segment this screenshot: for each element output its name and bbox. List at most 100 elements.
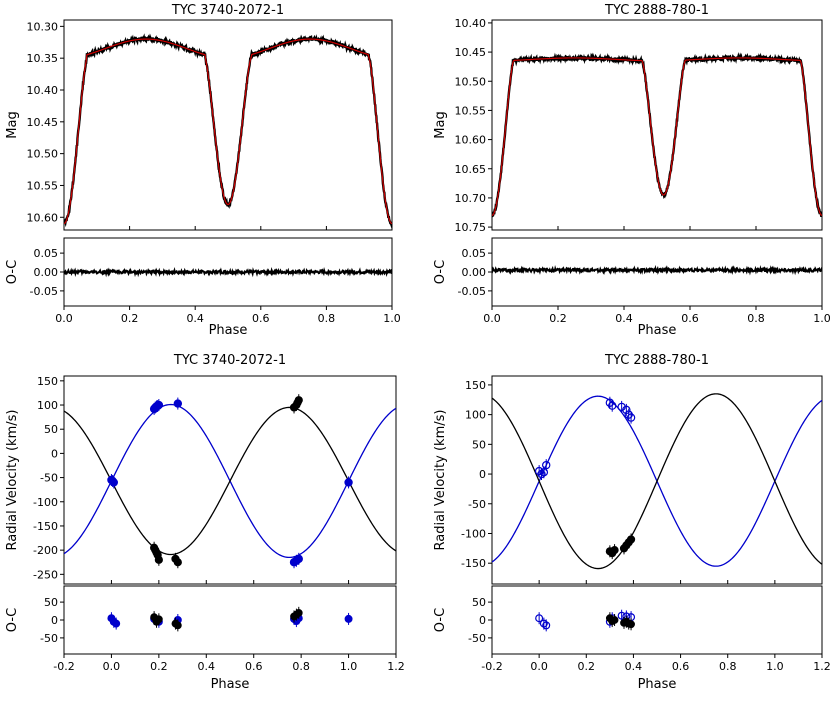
x-tick-label: 0.6 [672, 660, 690, 673]
primary-residual-point [539, 619, 548, 628]
x-tick-label: 0.4 [198, 660, 216, 673]
residual-y-tick-label: 0.00 [34, 266, 59, 279]
x-axis-label: Phase [638, 677, 677, 692]
main-plot-area [492, 51, 822, 218]
primary-rv-point [622, 405, 631, 415]
x-tick-label: 1.0 [340, 660, 358, 673]
y-tick-label: 10.50 [455, 75, 487, 88]
secondary-rv-point [610, 546, 619, 555]
chart-panel-2: TYC 2888-780-1 0.0 0.2 0.4 0.6 0.8 1.0 Phase 10.… [433, 3, 831, 338]
y-tick-label: 100 [37, 399, 58, 412]
primary-rv-point [173, 399, 183, 408]
y-axis-label: Radial Velocity (km/s) [433, 410, 448, 551]
main-plot-area [492, 393, 822, 570]
residual-y-tick-label: 0.05 [462, 247, 487, 260]
x-tick-label: 0.8 [318, 312, 336, 325]
residual-plot-area [64, 266, 392, 278]
observed-light-curve [64, 33, 392, 230]
y-tick-label: 10.45 [455, 46, 487, 59]
chart-panel-3: TYC 3740-2072-1 -0.2 0.0 0.2 0.4 0.6 0.8 1.0 1.2… [5, 353, 405, 692]
residual-y-tick-label: -0.05 [458, 285, 486, 298]
primary-rv-point [109, 478, 119, 487]
main-plot-frame [63, 19, 393, 231]
y-tick-label: 10.65 [455, 163, 487, 176]
y-tick-label: 10.70 [455, 192, 487, 205]
model-light-curve [64, 38, 392, 225]
x-tick-label: 1.0 [813, 312, 831, 325]
primary-rv-point [294, 554, 303, 564]
chart-title: TYC 2888-780-1 [604, 353, 709, 368]
y-tick-label: 10.30 [27, 20, 59, 33]
x-tick-label: 1.0 [383, 312, 401, 325]
y-tick-label: -200 [33, 544, 58, 557]
x-tick-label: -0.2 [481, 660, 502, 673]
y-tick-label: 150 [465, 379, 486, 392]
residual-axis-label: O-C [433, 260, 448, 284]
chart-panel-1: TYC 3740-2072-1 0.0 0.2 0.4 0.6 0.8 1.0 Phase 10… [5, 3, 401, 338]
x-axis-label: Phase [209, 323, 248, 338]
x-tick-label: 1.2 [813, 660, 831, 673]
x-tick-label: 0.8 [747, 312, 765, 325]
y-tick-label: -100 [461, 527, 486, 540]
residual-y-tick-label: 0.00 [462, 266, 487, 279]
secondary-residual-point [294, 608, 303, 617]
residual-y-tick-label: 50 [472, 596, 486, 609]
main-plot-frame [63, 375, 397, 585]
x-tick-label: 0.0 [530, 660, 548, 673]
secondary-rv-curve [492, 393, 822, 570]
chart-title: TYC 2888-780-1 [604, 3, 709, 18]
y-tick-label: 150 [37, 375, 58, 388]
main-plot-frame [491, 375, 823, 585]
y-tick-label: 10.40 [27, 84, 59, 97]
primary-rv-point [154, 400, 164, 410]
y-tick-label: 10.55 [27, 179, 59, 192]
y-tick-label: 10.40 [455, 17, 487, 30]
primary-residual-point [344, 614, 353, 623]
x-tick-label: -0.2 [53, 660, 74, 673]
y-tick-label: 50 [472, 438, 486, 451]
y-axis-label: Radial Velocity (km/s) [5, 410, 20, 551]
y-tick-label: -100 [33, 496, 58, 509]
y-tick-label: 10.75 [455, 221, 487, 234]
secondary-residual-point [154, 615, 163, 624]
x-tick-label: 0.8 [292, 660, 310, 673]
primary-residual-point [535, 614, 544, 623]
x-tick-label: 0.0 [483, 312, 501, 325]
x-tick-label: 0.8 [719, 660, 737, 673]
y-tick-label: -50 [40, 472, 58, 485]
y-tick-label: -250 [33, 568, 58, 581]
secondary-rv-point [626, 535, 636, 544]
y-tick-label: 0 [51, 447, 58, 460]
residual-plot-area [535, 609, 636, 632]
y-tick-label: 10.60 [455, 134, 487, 147]
x-tick-label: 1.2 [387, 660, 405, 673]
x-tick-label: 0.4 [615, 312, 633, 325]
y-tick-label: 10.35 [27, 52, 59, 65]
x-tick-label: 0.2 [549, 312, 567, 325]
residual-y-tick-label: -50 [468, 632, 486, 645]
residual-y-tick-label: -50 [40, 632, 58, 645]
main-plot-area [64, 394, 396, 569]
x-tick-label: 0.6 [252, 312, 270, 325]
x-tick-label: 0.0 [55, 312, 73, 325]
y-tick-label: 0 [479, 468, 486, 481]
y-tick-label: 10.45 [27, 116, 59, 129]
secondary-rv-point [173, 558, 182, 567]
residual-y-tick-label: 0 [479, 614, 486, 627]
x-tick-label: 0.6 [245, 660, 263, 673]
x-tick-label: 0.2 [578, 660, 596, 673]
y-tick-label: 10.60 [27, 211, 59, 224]
x-tick-label: 0.6 [681, 312, 699, 325]
primary-residual-point [112, 619, 121, 628]
x-axis-label: Phase [638, 323, 677, 338]
y-tick-label: 50 [44, 423, 58, 436]
y-axis-label: Mag [433, 111, 448, 138]
x-tick-label: 0.4 [186, 312, 204, 325]
primary-rv-point [537, 469, 546, 479]
main-plot-area [64, 33, 392, 230]
secondary-rv-curve [64, 406, 396, 556]
primary-residual-point [542, 621, 551, 630]
residual-scatter [492, 264, 822, 276]
y-tick-label: 10.50 [27, 148, 59, 161]
